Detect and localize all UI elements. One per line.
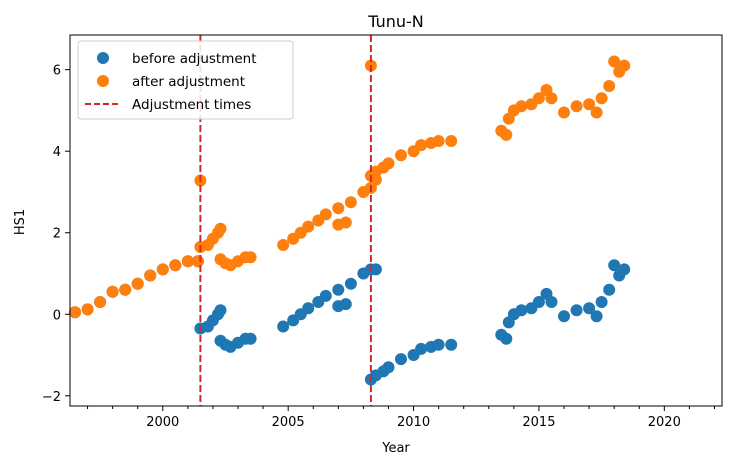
point-after-adjustment <box>515 100 528 113</box>
point-after-adjustment <box>81 303 94 316</box>
point-after-adjustment <box>603 80 616 92</box>
y-axis-title: HS1 <box>13 209 28 235</box>
point-after-adjustment <box>69 306 81 319</box>
point-after-adjustment <box>156 263 169 276</box>
point-before-adjustment <box>302 302 315 315</box>
point-before-adjustment <box>369 263 382 276</box>
point-after-adjustment <box>106 285 119 298</box>
legend-frame <box>77 40 294 120</box>
x-tick-label: 2005 <box>272 415 305 430</box>
legend: before adjustment after adjustment Adjus… <box>77 40 294 120</box>
point-before-adjustment <box>395 353 407 366</box>
point-before-adjustment <box>445 338 458 351</box>
point-after-adjustment <box>500 128 513 141</box>
point-after-adjustment <box>344 196 357 209</box>
point-before-adjustment <box>500 332 513 345</box>
point-after-adjustment <box>595 92 608 105</box>
y-tick-label: 4 <box>53 145 61 160</box>
point-after-adjustment <box>618 59 631 72</box>
point-before-adjustment <box>382 361 395 374</box>
point-before-adjustment <box>558 310 570 323</box>
point-before-adjustment <box>344 277 357 290</box>
point-after-adjustment <box>302 220 315 233</box>
point-after-adjustment <box>590 106 603 119</box>
point-after-adjustment <box>583 98 596 111</box>
point-after-adjustment <box>415 139 428 152</box>
point-after-adjustment <box>432 135 445 147</box>
point-after-adjustment <box>144 269 157 282</box>
point-before-adjustment <box>570 304 583 317</box>
point-after-adjustment <box>332 202 345 215</box>
point-after-adjustment <box>382 157 395 170</box>
axes: 2000 2005 2010 2015 2020 −2 0 2 4 6 <box>42 34 723 430</box>
x-tick-label: 2000 <box>146 415 179 430</box>
point-after-adjustment <box>319 208 332 221</box>
point-before-adjustment <box>319 289 332 302</box>
point-after-adjustment <box>244 251 257 264</box>
point-before-adjustment <box>415 342 428 355</box>
x-tick-label: 2015 <box>522 415 555 430</box>
legend-marker-before <box>97 52 109 64</box>
point-after-adjustment <box>131 277 144 290</box>
point-after-adjustment <box>191 255 204 268</box>
point-before-adjustment <box>432 338 445 351</box>
point-after-adjustment <box>181 255 194 268</box>
point-after-adjustment <box>445 135 458 147</box>
point-after-adjustment <box>570 100 583 113</box>
point-before-adjustment <box>244 332 257 345</box>
point-after-adjustment <box>277 239 290 251</box>
point-after-adjustment <box>119 283 132 296</box>
y-tick-label: 6 <box>53 64 61 79</box>
y-tick-label: −2 <box>42 390 61 405</box>
axes-frame <box>69 34 723 407</box>
chart-title: Tunu-N <box>367 12 424 31</box>
y-tick-label: 0 <box>53 308 61 323</box>
point-after-adjustment <box>94 296 107 308</box>
point-before-adjustment <box>608 259 621 272</box>
point-after-adjustment <box>214 222 227 235</box>
legend-label-after: after adjustment <box>132 74 245 90</box>
x-axis-title: Year <box>381 441 410 456</box>
x-tick-label: 2020 <box>648 415 681 430</box>
legend-marker-after <box>97 75 109 87</box>
point-before-adjustment <box>339 298 352 311</box>
legend-label-adjustment: Adjustment times <box>132 97 251 113</box>
point-after-adjustment <box>395 149 407 162</box>
point-after-adjustment <box>169 259 182 272</box>
point-after-adjustment <box>608 55 621 68</box>
x-tick-label: 2010 <box>397 415 430 430</box>
point-after-adjustment <box>339 216 352 229</box>
point-after-adjustment <box>558 106 570 119</box>
point-before-adjustment <box>590 310 603 323</box>
point-before-adjustment <box>332 283 345 296</box>
point-before-adjustment <box>595 296 608 308</box>
point-before-adjustment <box>583 302 596 315</box>
point-before-adjustment <box>603 283 616 296</box>
point-after-adjustment <box>545 92 558 105</box>
legend-label-before: before adjustment <box>132 51 257 67</box>
point-after-adjustment <box>532 92 545 105</box>
point-before-adjustment <box>545 296 558 308</box>
point-before-adjustment <box>277 320 290 333</box>
point-before-adjustment <box>214 304 227 317</box>
point-before-adjustment <box>618 263 631 276</box>
point-before-adjustment <box>515 304 528 317</box>
plot-area <box>69 35 631 406</box>
y-tick-label: 2 <box>53 227 61 242</box>
point-before-adjustment <box>532 296 545 308</box>
